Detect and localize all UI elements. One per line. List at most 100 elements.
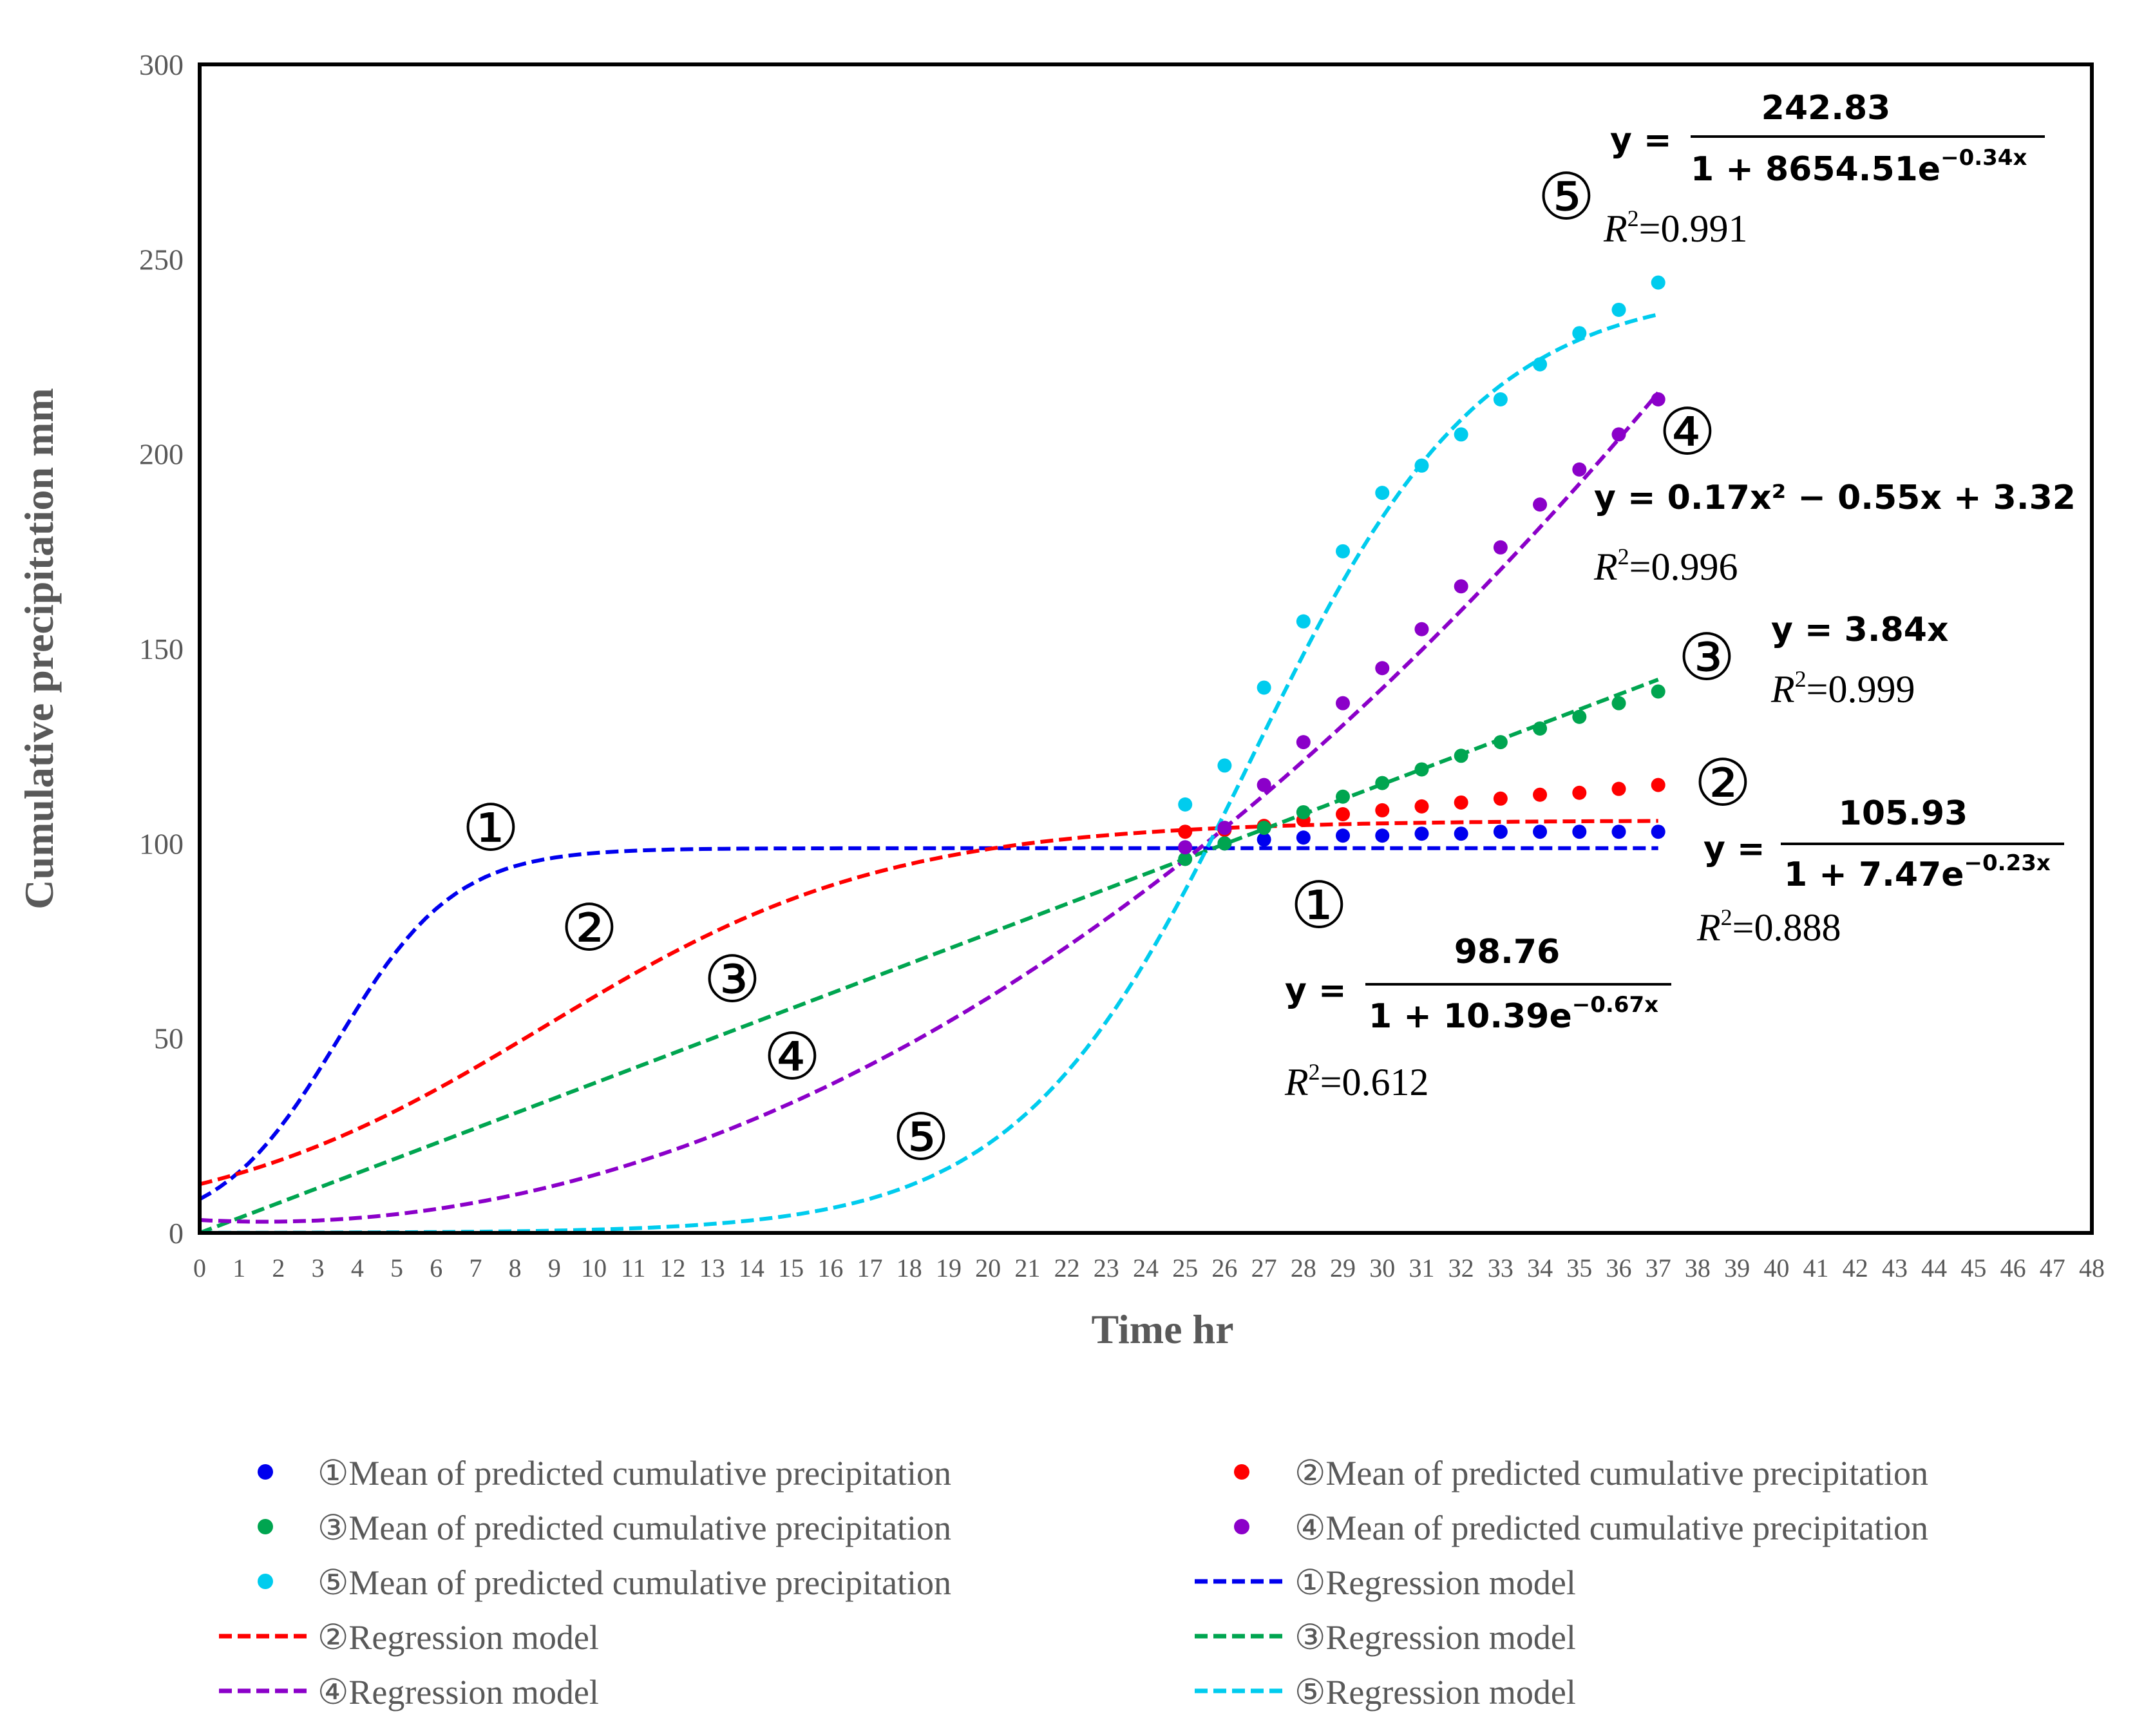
y-tick-label-5: 250	[139, 243, 184, 276]
data-point-2-37	[1651, 777, 1665, 792]
x-tick-label-3: 3	[312, 1254, 325, 1283]
data-point-5-31	[1414, 458, 1429, 473]
data-point-3-35	[1572, 709, 1587, 724]
data-point-5-35	[1572, 326, 1587, 341]
data-point-5-33	[1493, 392, 1508, 407]
data-point-2-32	[1454, 795, 1468, 810]
data-point-4-27	[1257, 777, 1271, 792]
data-point-4-30	[1375, 661, 1390, 676]
legend-label-scatter-3: ③Mean of predicted cumulative precipitat…	[318, 1509, 951, 1547]
annotation-2: ② y = 105.93 1 + 7.47e−0.23x R2=0.888	[1694, 745, 2064, 949]
x-tick-label-8: 8	[509, 1254, 522, 1283]
annotation-3-marker: ③	[1678, 620, 1736, 695]
equation-2-denominator: 1 + 7.47e−0.23x	[1784, 850, 2051, 894]
data-point-1-27	[1257, 832, 1271, 847]
x-tick-label-46: 46	[2000, 1254, 2026, 1283]
data-point-4-26	[1217, 821, 1232, 835]
x-tick-label-19: 19	[936, 1254, 962, 1283]
annotation-2-marker: ②	[1694, 745, 1752, 821]
data-point-3-25	[1178, 852, 1193, 866]
legend-label-scatter-5: ⑤Mean of predicted cumulative precipitat…	[318, 1563, 951, 1602]
legend-label-line-1: ①Regression model	[1295, 1563, 1576, 1602]
data-point-5-30	[1375, 486, 1390, 501]
plot-area-border	[198, 62, 2094, 1235]
legend-label-line-5: ⑤Regression model	[1295, 1673, 1576, 1712]
r2-5: R2=0.991	[1603, 205, 1748, 250]
data-point-3-28	[1296, 805, 1311, 819]
data-point-2-31	[1414, 799, 1429, 814]
equation-2-lhs: y =	[1703, 830, 1765, 868]
data-point-5-34	[1533, 357, 1548, 372]
legend-label-line-2: ②Regression model	[318, 1618, 599, 1657]
data-point-5-36	[1611, 302, 1626, 317]
x-tick-label-44: 44	[1921, 1254, 1947, 1283]
equation-3: y = 3.84x	[1771, 611, 1949, 649]
x-tick-label-22: 22	[1054, 1254, 1080, 1283]
data-point-5-26	[1217, 758, 1232, 773]
y-tick-label-3: 150	[139, 633, 184, 665]
data-point-5-27	[1257, 680, 1271, 695]
data-point-2-35	[1572, 785, 1587, 800]
x-tick-label-38: 38	[1685, 1254, 1711, 1283]
x-tick-label-39: 39	[1724, 1254, 1750, 1283]
data-point-1-32	[1454, 826, 1468, 841]
legend-marker-scatter-4	[1234, 1519, 1249, 1534]
equation-5-lhs: y =	[1610, 121, 1672, 160]
annotation-1: ① y = 98.76 1 + 10.39e−0.67x R2=0.612	[1284, 868, 1671, 1103]
data-point-3-30	[1375, 776, 1390, 790]
x-tick-label-45: 45	[1960, 1254, 1986, 1283]
x-tick-label-26: 26	[1211, 1254, 1237, 1283]
data-point-4-37	[1651, 392, 1665, 407]
regression-line-2	[199, 819, 1658, 1187]
y-tick-label-4: 200	[139, 438, 184, 471]
data-point-5-32	[1454, 427, 1468, 442]
data-point-2-34	[1533, 787, 1548, 802]
y-tick-label-6: 300	[139, 48, 184, 81]
x-tick-label-36: 36	[1606, 1254, 1632, 1283]
x-tick-label-28: 28	[1291, 1254, 1316, 1283]
data-point-2-30	[1375, 803, 1390, 817]
x-tick-label-1: 1	[232, 1254, 245, 1283]
data-point-3-32	[1454, 749, 1468, 763]
x-tick-label-18: 18	[897, 1254, 922, 1283]
data-point-1-37	[1651, 825, 1665, 839]
x-tick-label-40: 40	[1763, 1254, 1789, 1283]
x-tick-label-47: 47	[2040, 1254, 2065, 1283]
data-point-2-29	[1336, 806, 1351, 821]
equation-4: y = 0.17x² − 0.55x + 3.32	[1594, 479, 2076, 517]
data-point-4-29	[1336, 696, 1351, 711]
x-tick-label-37: 37	[1646, 1254, 1671, 1283]
data-point-2-25	[1178, 825, 1193, 839]
y-axis-title: Cumulative precipitation mm	[16, 388, 62, 909]
annotation-5-marker: ⑤	[1537, 159, 1595, 234]
curve-label-4: ④	[763, 1019, 821, 1094]
data-point-2-33	[1493, 791, 1508, 806]
data-point-1-35	[1572, 825, 1587, 839]
x-tick-label-10: 10	[581, 1254, 607, 1283]
data-point-4-33	[1493, 540, 1508, 555]
data-point-1-30	[1375, 828, 1390, 843]
data-point-2-36	[1611, 781, 1626, 796]
data-point-5-28	[1296, 614, 1311, 629]
legend-marker-scatter-5	[258, 1574, 273, 1589]
equation-1-denominator: 1 + 10.39e−0.67x	[1369, 992, 1658, 1036]
data-point-4-25	[1178, 840, 1193, 855]
data-point-4-35	[1572, 462, 1587, 477]
legend-label-scatter-2: ②Mean of predicted cumulative precipitat…	[1295, 1454, 1928, 1493]
data-point-4-34	[1533, 497, 1548, 512]
y-tick-label-1: 50	[154, 1022, 184, 1055]
annotation-4-marker: ④	[1658, 394, 1716, 470]
x-tick-label-42: 42	[1843, 1254, 1868, 1283]
x-tick-label-7: 7	[469, 1254, 482, 1283]
x-tick-label-5: 5	[390, 1254, 403, 1283]
y-tick-label-0: 0	[169, 1217, 184, 1250]
equation-5-denominator: 1 + 8654.51e−0.34x	[1691, 145, 2027, 189]
x-tick-label-29: 29	[1330, 1254, 1356, 1283]
x-tick-label-35: 35	[1566, 1254, 1592, 1283]
legend-marker-scatter-2	[1234, 1464, 1249, 1480]
data-point-4-28	[1296, 735, 1311, 750]
data-point-3-27	[1257, 821, 1271, 835]
